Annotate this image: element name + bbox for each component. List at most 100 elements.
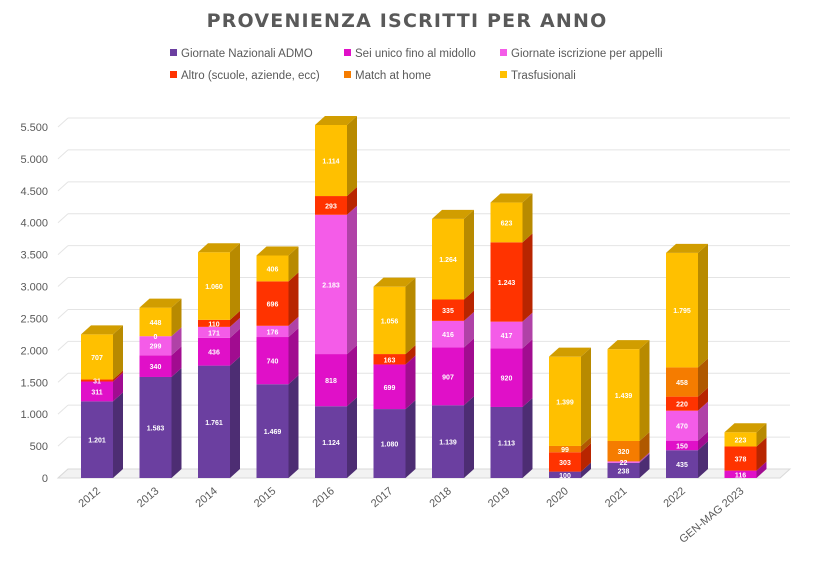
bar-side	[522, 312, 533, 349]
bar-top	[724, 423, 767, 433]
bar-side	[464, 290, 474, 321]
data-label: 696	[267, 302, 279, 309]
bar-segment	[490, 242, 523, 322]
data-label: 378	[735, 457, 747, 464]
bar-segment	[724, 470, 757, 478]
data-label: 110	[208, 321, 219, 328]
bar-segment	[81, 401, 113, 478]
data-label: 311	[91, 389, 102, 396]
bar-segment	[198, 326, 230, 338]
bar-segment	[549, 452, 581, 472]
data-label: 623	[501, 220, 513, 227]
bar-side	[756, 461, 767, 478]
bar-side	[464, 209, 474, 300]
bar-side	[698, 243, 708, 368]
data-label: 1.080	[381, 442, 399, 449]
data-label: 340	[150, 364, 162, 371]
data-label: 176	[267, 329, 279, 336]
gridline-side	[57, 309, 69, 319]
legend-swatch	[170, 49, 177, 56]
data-label: 238	[618, 468, 630, 475]
bar-side	[639, 452, 650, 463]
bar-segment	[373, 364, 406, 410]
data-label: 1.124	[322, 440, 340, 447]
bar-side	[347, 187, 357, 215]
gridline-side	[57, 277, 69, 287]
bar-side	[230, 310, 240, 327]
gridline-side	[57, 372, 69, 383]
bar-top	[666, 243, 708, 253]
data-label: 470	[676, 424, 688, 431]
bar-segment	[607, 440, 640, 462]
bar-side	[347, 115, 357, 197]
bar-side	[405, 355, 416, 410]
bar-segment	[256, 255, 289, 282]
legend-item-altro: Altro (scuole, aziende, ecc)	[170, 70, 320, 82]
bar-segment	[198, 319, 230, 327]
x-tick-label: 2019	[486, 485, 512, 510]
x-tick-label: 2017	[369, 485, 395, 510]
data-label: 1.583	[147, 425, 165, 432]
bar-segment	[373, 409, 406, 478]
bar-segment	[432, 320, 464, 348]
bar-segment	[432, 299, 464, 321]
y-tick-label: 3.000	[20, 282, 48, 294]
bar-top	[139, 298, 182, 308]
legend-swatch	[170, 71, 177, 78]
bar-top	[256, 246, 299, 256]
bar-side	[288, 375, 299, 478]
bar-segment	[607, 349, 640, 441]
data-label: 293	[325, 203, 337, 210]
bar-side	[581, 436, 591, 453]
bar-segment	[315, 406, 347, 478]
bar-side	[698, 431, 708, 451]
data-label: 417	[501, 333, 513, 340]
bar-side	[113, 325, 123, 380]
bar-segment	[81, 334, 113, 380]
gridline-side	[57, 245, 69, 256]
data-label: 223	[735, 437, 747, 444]
bar-segment	[666, 367, 698, 397]
bar-segment	[139, 376, 172, 478]
bar-segment	[549, 471, 581, 478]
legend-item-trasfusionali: Trasfusionali	[500, 70, 576, 82]
legend-swatch	[500, 71, 507, 78]
data-label: 818	[325, 378, 337, 385]
bar-side	[698, 358, 708, 397]
data-label: 2.183	[322, 282, 340, 289]
data-label: 907	[442, 374, 454, 381]
bar-side	[698, 401, 708, 441]
legend-swatch	[344, 49, 351, 56]
data-label: 1.264	[439, 257, 457, 264]
bar-side	[522, 193, 533, 243]
y-tick-label: 4.000	[20, 218, 48, 230]
x-tick-label: 2012	[76, 485, 102, 510]
data-label: 116	[735, 472, 746, 479]
bar-side	[113, 370, 123, 382]
data-label: 448	[150, 320, 162, 327]
data-label: 1.469	[264, 429, 282, 436]
legend-swatch	[344, 71, 351, 78]
legend-label: Match at home	[355, 70, 432, 82]
data-label: 31	[93, 379, 101, 386]
data-label: 299	[150, 344, 162, 351]
data-label: 920	[501, 376, 513, 383]
data-label: 1.056	[381, 318, 399, 325]
bar-side	[288, 272, 299, 326]
bar-segment	[490, 348, 523, 407]
gridline-side	[57, 117, 69, 128]
legend-item-giornate-nazionali: Giornate Nazionali ADMO	[170, 48, 313, 60]
bar-top	[607, 340, 650, 350]
data-label: 335	[442, 308, 454, 315]
bar-segment	[139, 307, 172, 337]
gridline-side	[57, 149, 69, 160]
gridline-side	[57, 213, 69, 224]
data-label: 320	[618, 449, 630, 456]
bar-side	[698, 387, 708, 411]
bar-side	[581, 443, 591, 472]
bar-segment	[256, 281, 289, 326]
data-label: 406	[267, 266, 279, 273]
data-label: 171	[208, 330, 220, 337]
data-label: 740	[267, 359, 279, 366]
bar-segment	[666, 440, 698, 451]
